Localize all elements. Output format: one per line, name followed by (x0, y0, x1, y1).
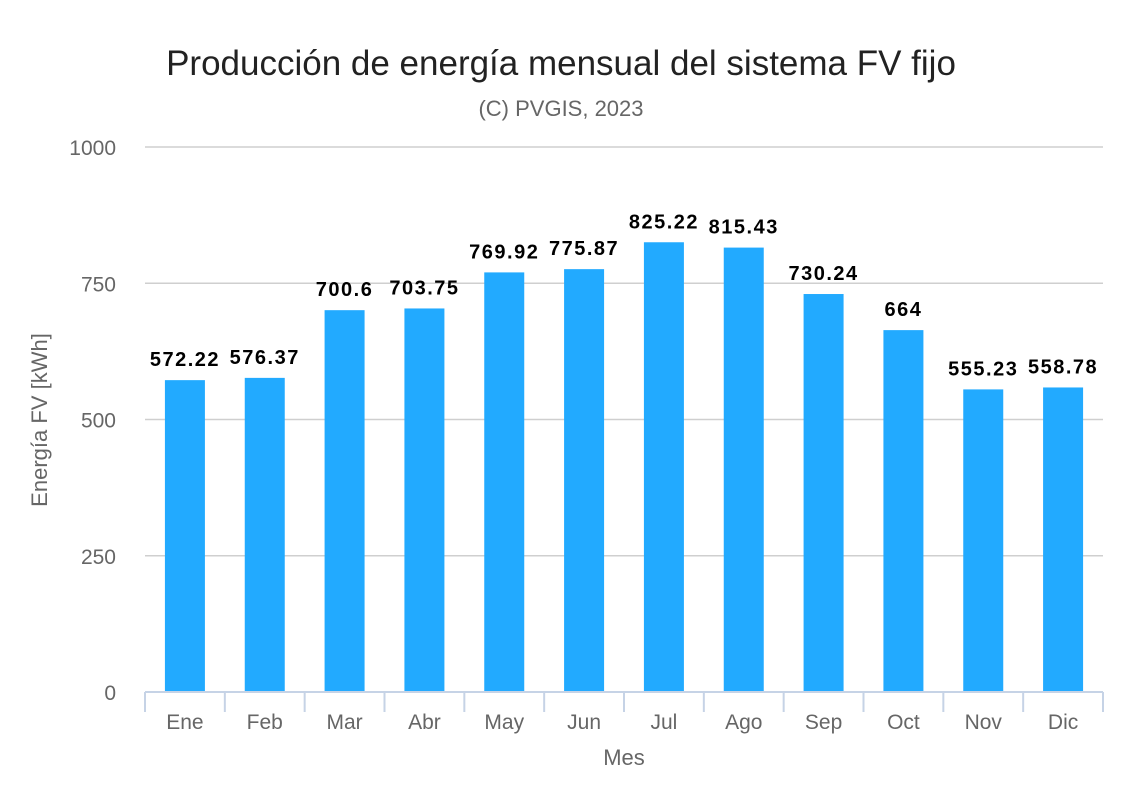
x-tick-label: Ene (166, 711, 203, 734)
chart-subtitle: (C) PVGIS, 2023 (478, 96, 644, 121)
bar (484, 272, 525, 692)
bar (643, 242, 684, 692)
x-axis (144, 691, 1104, 712)
gridlines (145, 146, 1103, 557)
y-tick-label: 750 (81, 273, 116, 296)
bar (164, 380, 205, 692)
data-label: 576.37 (230, 347, 300, 369)
labels: 0 250 500 750 1000 572.22 Ene 576.37 Feb 700.6 Mar… (69, 137, 1098, 734)
x-tick-label: Dic (1048, 711, 1078, 734)
x-tick-label: Oct (887, 711, 920, 734)
y-tick-label: 500 (81, 410, 116, 433)
data-label: 555.23 (948, 358, 1018, 380)
bar (963, 389, 1004, 692)
bar (324, 310, 365, 692)
bar (564, 269, 605, 692)
y-tick-label: 0 (104, 682, 116, 705)
data-label: 558.78 (1028, 356, 1098, 378)
x-tick-label: Feb (247, 711, 283, 734)
data-label: 572.22 (150, 349, 220, 371)
bars (164, 242, 1084, 693)
data-label: 700.6 (316, 279, 374, 301)
x-tick-label: Nov (965, 711, 1003, 734)
x-tick-label: May (484, 711, 524, 734)
x-tick-label: Jul (650, 711, 677, 734)
data-label: 775.87 (549, 238, 619, 260)
bar (244, 377, 285, 692)
y-tick-label: 250 (81, 546, 116, 569)
x-tick-label: Sep (805, 711, 842, 734)
x-tick-label: Ago (725, 711, 762, 734)
bar (404, 308, 445, 692)
data-label: 815.43 (709, 217, 779, 239)
data-label: 703.75 (389, 277, 459, 299)
data-label: 664 (884, 299, 922, 321)
y-tick-label: 1000 (69, 137, 116, 160)
chart-title: Producción de energía mensual del sistem… (166, 44, 956, 83)
data-label: 730.24 (788, 263, 858, 285)
data-label: 825.22 (629, 211, 699, 233)
y-axis-title: Energía FV [kWh] (27, 333, 52, 507)
x-tick-label: Jun (567, 711, 601, 734)
x-tick-label: Abr (408, 711, 441, 734)
x-tick-label: Mar (326, 711, 362, 734)
x-axis-title: Mes (603, 745, 645, 770)
bar (723, 247, 764, 693)
bar (883, 330, 924, 692)
bar (803, 294, 844, 692)
bar (1043, 387, 1084, 692)
data-label: 769.92 (469, 241, 539, 263)
